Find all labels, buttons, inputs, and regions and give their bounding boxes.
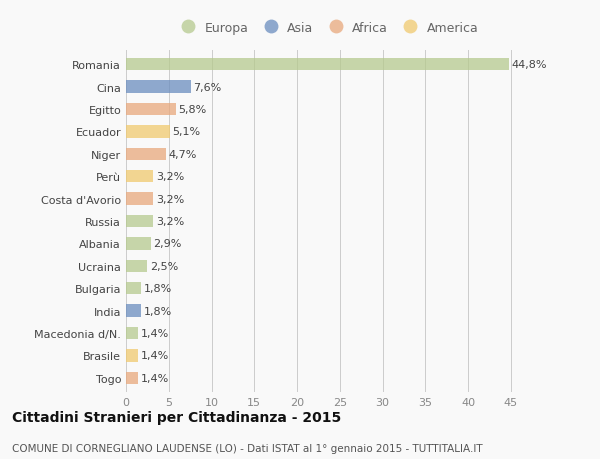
Text: 1,4%: 1,4%	[140, 351, 169, 361]
Text: 1,4%: 1,4%	[140, 328, 169, 338]
Text: 3,2%: 3,2%	[156, 194, 184, 204]
Text: 1,8%: 1,8%	[144, 306, 172, 316]
Bar	[126, 349, 138, 362]
Bar	[126, 372, 138, 384]
Text: 3,2%: 3,2%	[156, 172, 184, 182]
Text: 2,9%: 2,9%	[154, 239, 182, 249]
Bar	[126, 104, 176, 116]
Bar	[126, 215, 154, 228]
Bar	[126, 171, 154, 183]
Text: 5,1%: 5,1%	[172, 127, 200, 137]
Bar	[126, 193, 154, 205]
Text: COMUNE DI CORNEGLIANO LAUDENSE (LO) - Dati ISTAT al 1° gennaio 2015 - TUTTITALIA: COMUNE DI CORNEGLIANO LAUDENSE (LO) - Da…	[12, 443, 482, 453]
Bar	[126, 59, 509, 71]
Legend: Europa, Asia, Africa, America: Europa, Asia, Africa, America	[173, 19, 481, 37]
Text: 2,5%: 2,5%	[150, 261, 178, 271]
Bar	[126, 81, 191, 94]
Bar	[126, 126, 170, 138]
Bar	[126, 282, 142, 295]
Text: 4,7%: 4,7%	[169, 150, 197, 159]
Text: 5,8%: 5,8%	[178, 105, 206, 115]
Text: 3,2%: 3,2%	[156, 217, 184, 226]
Text: 7,6%: 7,6%	[194, 82, 222, 92]
Text: 1,8%: 1,8%	[144, 284, 172, 293]
Bar	[126, 305, 142, 317]
Text: Cittadini Stranieri per Cittadinanza - 2015: Cittadini Stranieri per Cittadinanza - 2…	[12, 411, 341, 425]
Text: 1,4%: 1,4%	[140, 373, 169, 383]
Bar	[126, 260, 148, 272]
Text: 44,8%: 44,8%	[512, 60, 547, 70]
Bar	[126, 148, 166, 161]
Bar	[126, 238, 151, 250]
Bar	[126, 327, 138, 339]
